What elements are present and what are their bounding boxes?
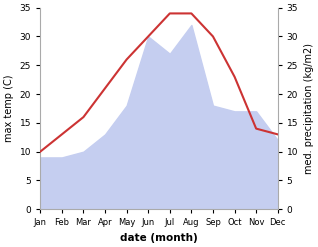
X-axis label: date (month): date (month) (120, 233, 198, 243)
Y-axis label: med. precipitation (kg/m2): med. precipitation (kg/m2) (304, 43, 314, 174)
Y-axis label: max temp (C): max temp (C) (4, 75, 14, 142)
